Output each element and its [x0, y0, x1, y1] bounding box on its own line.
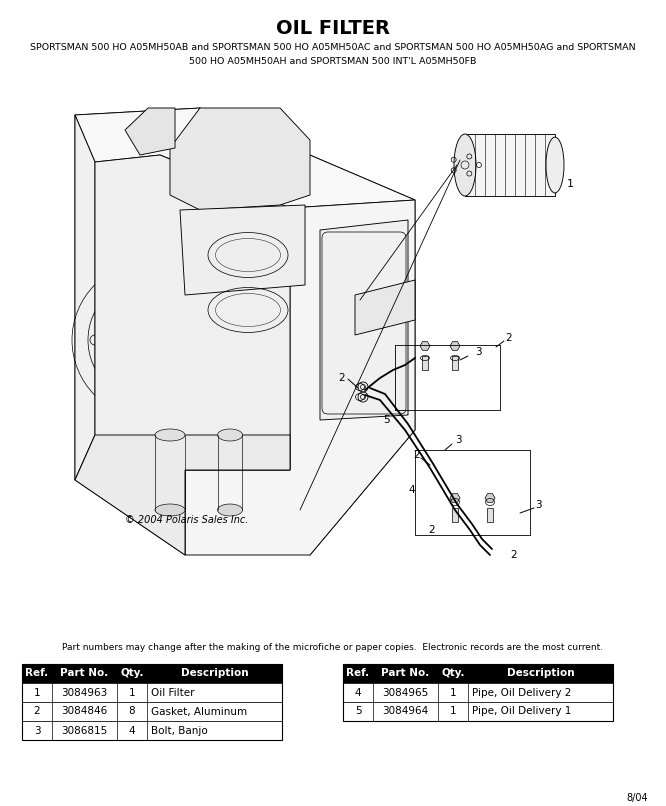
- Ellipse shape: [454, 134, 476, 196]
- Bar: [343, 702, 613, 721]
- Bar: [452, 356, 458, 370]
- Text: Description: Description: [507, 668, 574, 679]
- Text: 3086815: 3086815: [61, 725, 108, 736]
- Bar: [452, 508, 458, 522]
- Text: Oil Filter: Oil Filter: [151, 688, 194, 697]
- Polygon shape: [320, 220, 408, 420]
- Text: Ref.: Ref.: [25, 668, 49, 679]
- Text: 3084964: 3084964: [382, 707, 429, 717]
- Text: SPORTSMAN 500 HO A05MH50AB and SPORTSMAN 500 HO A05MH50AC and SPORTSMAN 500 HO A: SPORTSMAN 500 HO A05MH50AB and SPORTSMAN…: [30, 44, 636, 52]
- Text: 5: 5: [355, 707, 362, 717]
- Ellipse shape: [155, 429, 185, 441]
- Bar: [22, 664, 282, 740]
- Text: 3084963: 3084963: [61, 688, 108, 697]
- Text: 3084965: 3084965: [382, 688, 429, 697]
- Text: 4: 4: [355, 688, 362, 697]
- Bar: [343, 664, 613, 683]
- Text: 2: 2: [428, 525, 435, 535]
- Text: 500 HO A05MH50AH and SPORTSMAN 500 INT'L A05MH50FB: 500 HO A05MH50AH and SPORTSMAN 500 INT'L…: [189, 57, 477, 67]
- Text: Part numbers may change after the making of the microfiche or paper copies.  Ele: Part numbers may change after the making…: [63, 643, 603, 653]
- Text: © 2004 Polaris Sales Inc.: © 2004 Polaris Sales Inc.: [125, 515, 248, 525]
- Text: 8/04: 8/04: [627, 793, 648, 803]
- Text: Part No.: Part No.: [61, 668, 109, 679]
- Polygon shape: [75, 115, 95, 480]
- Text: 1: 1: [567, 179, 574, 189]
- Text: Description: Description: [180, 668, 248, 679]
- Polygon shape: [450, 342, 460, 351]
- Text: 2: 2: [414, 450, 420, 460]
- Polygon shape: [75, 155, 290, 555]
- Text: 3: 3: [34, 725, 41, 736]
- Text: 8: 8: [129, 707, 135, 717]
- Text: 5: 5: [384, 415, 390, 425]
- Text: 2: 2: [338, 373, 345, 383]
- Polygon shape: [170, 108, 310, 210]
- Polygon shape: [125, 108, 175, 155]
- Bar: [343, 683, 613, 702]
- Text: 1: 1: [129, 688, 135, 697]
- Bar: [487, 508, 493, 522]
- Ellipse shape: [218, 504, 242, 516]
- Bar: [343, 664, 613, 721]
- Text: 3084846: 3084846: [61, 707, 108, 717]
- Bar: [22, 683, 282, 702]
- Polygon shape: [420, 342, 430, 351]
- Text: 3: 3: [455, 435, 462, 445]
- Text: Ref.: Ref.: [346, 668, 370, 679]
- Polygon shape: [485, 493, 495, 502]
- Polygon shape: [185, 200, 415, 555]
- Ellipse shape: [218, 429, 242, 441]
- Polygon shape: [450, 493, 460, 502]
- Text: 4: 4: [129, 725, 135, 736]
- Text: Pipe, Oil Delivery 2: Pipe, Oil Delivery 2: [472, 688, 571, 697]
- Polygon shape: [75, 108, 415, 208]
- Text: 1: 1: [34, 688, 41, 697]
- Text: 4: 4: [408, 485, 415, 495]
- Bar: [422, 356, 428, 370]
- Bar: [22, 702, 282, 721]
- Text: 2: 2: [510, 550, 517, 560]
- Text: Pipe, Oil Delivery 1: Pipe, Oil Delivery 1: [472, 707, 571, 717]
- Text: Gasket, Aluminum: Gasket, Aluminum: [151, 707, 247, 717]
- Text: Bolt, Banjo: Bolt, Banjo: [151, 725, 208, 736]
- Text: Qty.: Qty.: [442, 668, 465, 679]
- Text: Part No.: Part No.: [382, 668, 430, 679]
- Text: 1: 1: [450, 707, 456, 717]
- Bar: [22, 721, 282, 740]
- Ellipse shape: [546, 137, 564, 193]
- Text: OIL FILTER: OIL FILTER: [276, 19, 390, 38]
- Ellipse shape: [155, 504, 185, 516]
- Text: 3: 3: [475, 347, 482, 357]
- Text: 3: 3: [535, 500, 541, 510]
- Polygon shape: [355, 280, 415, 335]
- Polygon shape: [180, 205, 305, 295]
- Text: Qty.: Qty.: [121, 668, 144, 679]
- Bar: [465, 134, 555, 196]
- Text: 1: 1: [450, 688, 456, 697]
- Text: 2: 2: [34, 707, 41, 717]
- Bar: [22, 664, 282, 683]
- Text: 2: 2: [505, 333, 511, 343]
- Polygon shape: [75, 435, 290, 555]
